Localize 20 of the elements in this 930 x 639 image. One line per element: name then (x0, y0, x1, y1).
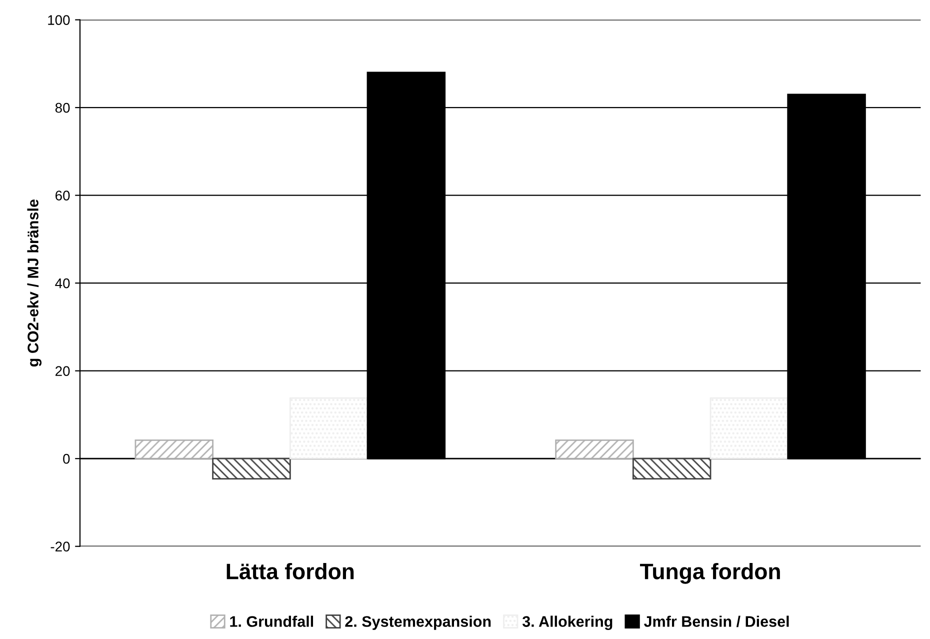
y-tick-label: 60 (56, 190, 70, 200)
bar (289, 397, 368, 460)
y-axis-title: g CO2-ekv / MJ bränsle (27, 200, 42, 366)
legend-label: Jmfr Bensin / Diesel (644, 616, 789, 628)
bar (710, 397, 789, 460)
y-tick-label: 20 (56, 366, 70, 376)
bar (632, 458, 712, 480)
x-tick-label: Tunga fordon (640, 563, 780, 584)
y-tick-label: 100 (48, 15, 70, 25)
bar (555, 439, 634, 460)
bar (212, 458, 291, 480)
y-tick-label: 40 (55, 278, 70, 288)
y-tick-label: 80 (55, 102, 70, 113)
y-tick-label: -20 (50, 542, 70, 552)
legend-label: 1. Grundfall (230, 616, 314, 627)
bar (134, 439, 214, 460)
legend-label: 2. Systemexpansion (345, 616, 491, 630)
legend-label: 3. Allokering (522, 616, 612, 630)
y-tick-label: 0 (63, 454, 70, 464)
x-tick-label: Lätta fordon (226, 563, 354, 580)
